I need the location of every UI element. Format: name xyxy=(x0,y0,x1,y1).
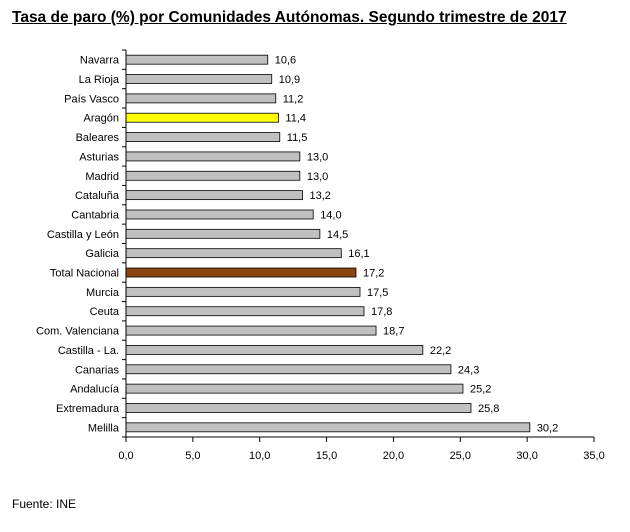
x-tick-label: 10,0 xyxy=(249,450,270,462)
bar xyxy=(125,325,377,336)
value-label: 11,5 xyxy=(287,132,308,144)
bar xyxy=(125,306,365,317)
bar xyxy=(125,170,301,181)
x-tick-label: 25,0 xyxy=(450,450,471,462)
bar xyxy=(125,209,314,220)
value-label: 17,5 xyxy=(367,287,388,299)
bar xyxy=(125,422,531,433)
category-label: La Rioja xyxy=(79,74,120,86)
value-label: 14,0 xyxy=(320,209,341,221)
bar xyxy=(125,74,273,84)
category-label: Andalucía xyxy=(70,384,120,396)
value-label: 24,3 xyxy=(458,364,479,376)
bar xyxy=(125,228,321,239)
bar xyxy=(125,403,472,413)
value-label: 17,8 xyxy=(371,306,392,318)
x-tick-label: 0,0 xyxy=(118,450,133,462)
category-label: Cantabria xyxy=(71,209,120,221)
source-note: Fuente: INE xyxy=(12,497,77,511)
bar xyxy=(125,190,303,201)
category-label: Navarra xyxy=(80,55,120,67)
category-label: Com. Valenciana xyxy=(36,326,120,338)
value-label: 13,2 xyxy=(310,190,331,202)
value-label: 22,2 xyxy=(430,345,451,357)
bar xyxy=(125,267,357,278)
category-label: Castilla - La. xyxy=(58,345,119,357)
category-label: Total Nacional xyxy=(50,268,119,280)
category-label: Madrid xyxy=(85,171,119,183)
bar xyxy=(125,364,452,375)
bar xyxy=(125,112,279,123)
category-label: Murcia xyxy=(86,287,120,299)
bar xyxy=(125,54,269,65)
value-label: 10,9 xyxy=(279,74,300,86)
value-label: 11,2 xyxy=(283,93,304,105)
x-tick-label: 5,0 xyxy=(185,450,200,462)
value-label: 11,4 xyxy=(285,113,306,125)
x-tick-label: 35,0 xyxy=(583,450,604,462)
value-label: 25,2 xyxy=(470,384,491,396)
bar xyxy=(125,93,277,104)
category-label: Asturias xyxy=(79,151,119,163)
bar xyxy=(125,345,424,355)
bar xyxy=(125,286,361,297)
category-label: Melilla xyxy=(88,422,120,434)
category-label: Galicia xyxy=(85,248,120,260)
category-label: Canarias xyxy=(75,364,120,376)
value-label: 10,6 xyxy=(275,55,296,67)
value-label: 13,0 xyxy=(307,151,328,163)
value-label: 30,2 xyxy=(537,422,558,434)
bar xyxy=(125,248,342,259)
category-label: Cataluña xyxy=(75,190,120,202)
x-tick-label: 15,0 xyxy=(316,450,337,462)
category-label: País Vasco xyxy=(64,93,119,105)
bar xyxy=(125,151,301,162)
value-label: 14,5 xyxy=(327,229,348,241)
value-label: 16,1 xyxy=(348,248,369,260)
category-label: Extremadura xyxy=(56,403,120,415)
value-label: 18,7 xyxy=(383,326,404,338)
x-tick-label: 20,0 xyxy=(383,450,404,462)
bar xyxy=(125,132,281,142)
category-label: Aragón xyxy=(84,113,119,125)
value-label: 17,2 xyxy=(363,268,384,280)
category-label: Ceuta xyxy=(90,306,120,318)
value-label: 25,8 xyxy=(478,403,499,415)
bar xyxy=(125,383,464,394)
category-label: Baleares xyxy=(76,132,120,144)
chart-title: Tasa de paro (%) por Comunidades Autónom… xyxy=(12,9,567,26)
x-tick-label: 30,0 xyxy=(516,450,537,462)
category-label: Castilla y León xyxy=(47,229,119,241)
value-label: 13,0 xyxy=(307,171,328,183)
